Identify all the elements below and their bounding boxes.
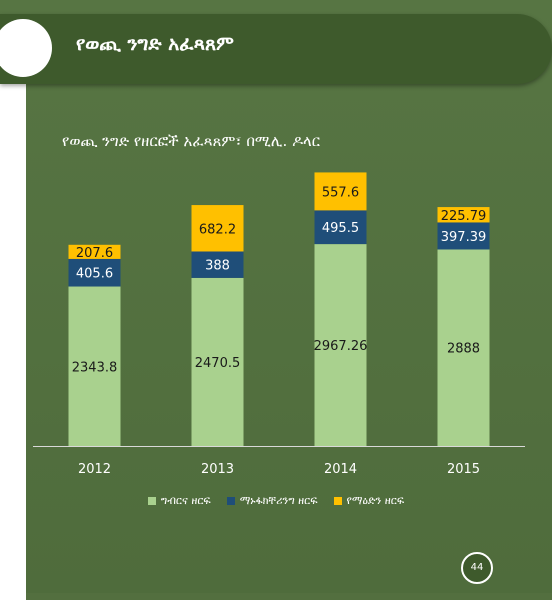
x-tick-label-2013: 2013	[201, 462, 234, 477]
data-label-2015-series-1: 397.39	[441, 230, 487, 245]
legend-item-0: ግብርና ዘርፍ	[147, 494, 211, 508]
bar-segment-2014-series-2	[314, 172, 367, 211]
header-bar	[0, 14, 552, 84]
data-label-2014-series-1: 495.5	[322, 221, 359, 236]
legend-swatch-2	[333, 497, 342, 505]
legend-label-0: ግብርና ዘርፍ	[160, 494, 211, 507]
chart-legend: ግብርና ዘርፍ ማኑፋክቸሪንግ ዘርፍ የማዕድን ዘርፍ	[0, 494, 552, 508]
bar-segment-2015-series-0	[437, 249, 490, 446]
bar-segment-2012-series-0	[68, 286, 121, 446]
bar-segment-2014-series-0	[314, 244, 367, 446]
bar-segment-2015-series-2	[437, 207, 490, 223]
data-label-2014-series-2: 557.6	[322, 185, 359, 200]
bar-segment-2013-series-0	[191, 277, 244, 446]
bar-segment-2015-series-1	[437, 222, 490, 250]
bar-segment-2013-series-1	[191, 251, 244, 278]
x-tick-label-2014: 2014	[324, 462, 357, 477]
data-label-2013-series-2: 682.2	[199, 222, 236, 237]
data-label-2014-series-0: 2967.26	[314, 339, 368, 354]
data-label-2012-series-2: 207.6	[76, 246, 113, 261]
x-tick-label-2015: 2015	[447, 462, 480, 477]
header-circle-decoration	[0, 19, 52, 77]
slide-number: 44	[461, 552, 493, 584]
x-tick-label-2012: 2012	[78, 462, 111, 477]
bar-segment-2012-series-1	[68, 258, 121, 287]
bar-segment-2013-series-2	[191, 205, 244, 252]
legend-label-2: የማዕድን ዘርፍ	[346, 494, 405, 507]
page-title: የወጪ ንግድ አፈጻጸም	[76, 33, 234, 55]
data-label-2012-series-1: 405.6	[76, 267, 113, 282]
data-label-2015-series-0: 2888	[447, 342, 480, 357]
data-label-2015-series-2: 225.79	[441, 209, 487, 224]
legend-item-1: ማኑፋክቸሪንግ ዘርፍ	[226, 494, 318, 508]
legend-label-1: ማኑፋክቸሪንግ ዘርፍ	[239, 494, 318, 507]
data-label-2013-series-0: 2470.5	[195, 356, 241, 371]
chart-title: የወጪ ንግድ የዘርፎች አፈጻጸም፣ በሚሊ. ዶላር	[62, 132, 321, 150]
bar-segment-2014-series-1	[314, 210, 367, 245]
legend-swatch-1	[226, 497, 235, 505]
data-label-2013-series-1: 388	[205, 259, 230, 274]
data-label-2012-series-0: 2343.8	[72, 360, 118, 375]
legend-item-2: የማዕድን ዘርፍ	[333, 494, 405, 508]
bar-segment-2012-series-2	[68, 244, 121, 259]
legend-swatch-0	[147, 497, 156, 505]
left-accent-panel	[0, 60, 26, 600]
